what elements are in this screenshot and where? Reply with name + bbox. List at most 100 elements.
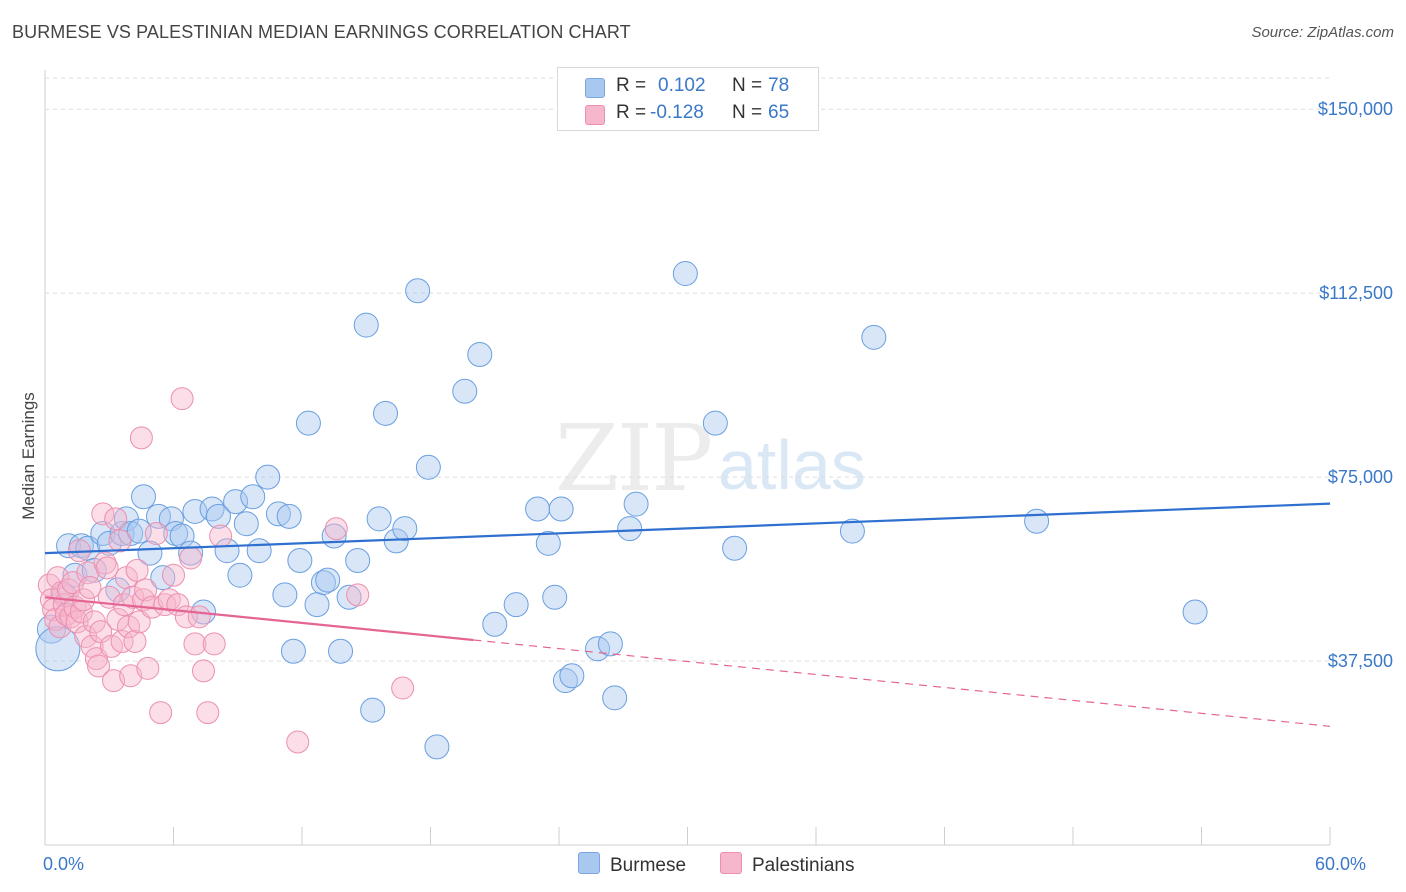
palestinian-point bbox=[196, 701, 220, 725]
palestinian-point bbox=[95, 556, 119, 580]
burmese-point bbox=[255, 464, 281, 490]
palestinian-point bbox=[125, 558, 149, 582]
legend-n-label: N = bbox=[732, 75, 763, 96]
palestinian-point bbox=[202, 632, 226, 656]
series-legend-burmese[interactable]: Burmese bbox=[578, 852, 686, 877]
burmese-point bbox=[366, 506, 392, 532]
palestinian-trend-line bbox=[44, 596, 474, 642]
tick-labels: $37,500 $75,000 $112,500 $150,000 0.0% 60.0% bbox=[43, 99, 1393, 874]
burmese-point bbox=[315, 567, 341, 593]
legend-r-label: R = bbox=[616, 102, 647, 123]
burmese-point bbox=[272, 582, 298, 608]
burmese-point bbox=[617, 516, 643, 542]
burmese-point bbox=[548, 496, 574, 522]
burmese-point bbox=[280, 638, 306, 664]
y-tick-label: $75,000 bbox=[1328, 467, 1393, 487]
data-points bbox=[35, 261, 1208, 760]
palestinian-point bbox=[162, 563, 185, 587]
burmese-point bbox=[35, 626, 81, 672]
palestinian-point bbox=[324, 517, 348, 541]
burmese-point bbox=[227, 562, 253, 588]
palestinian-point bbox=[286, 730, 310, 754]
legend-swatch-burmese bbox=[585, 78, 605, 98]
palestinian-point bbox=[108, 529, 132, 553]
burmese-point bbox=[345, 548, 371, 574]
burmese-point bbox=[373, 400, 399, 426]
burmese-point bbox=[304, 592, 330, 618]
burmese-point bbox=[415, 454, 441, 480]
palestinian-point bbox=[127, 610, 151, 634]
palestinian-point bbox=[84, 647, 108, 671]
y-tick-label: $37,500 bbox=[1328, 651, 1393, 671]
burmese-point bbox=[452, 378, 478, 404]
legend-n-value: 65 bbox=[768, 102, 790, 123]
legend-r-value: -0.128 bbox=[650, 102, 704, 123]
burmese-point bbox=[722, 535, 748, 561]
trend-lines bbox=[44, 502, 1331, 727]
watermark-zip: ZIP bbox=[555, 405, 713, 512]
burmese-point bbox=[672, 261, 698, 287]
burmese-point bbox=[287, 548, 313, 574]
burmese-point bbox=[602, 685, 628, 711]
axes bbox=[44, 70, 1331, 846]
burmese-point bbox=[392, 516, 418, 542]
x-tick-label: 60.0% bbox=[1315, 854, 1366, 874]
series-legend-palestinians[interactable]: Palestinians bbox=[720, 852, 854, 877]
legend-row-burmese: R = 0.102 N = 78 bbox=[558, 75, 818, 99]
series-label-palestinians: Palestinians bbox=[752, 855, 855, 876]
correlation-legend: R = 0.102 N = 78 R = -0.128 N = 65 bbox=[557, 67, 819, 131]
palestinian-point bbox=[117, 615, 141, 639]
burmese-point bbox=[336, 584, 362, 610]
palestinian-point bbox=[136, 656, 160, 680]
palestinian-point bbox=[78, 575, 102, 599]
palestinian-point bbox=[149, 701, 173, 725]
palestinian-point bbox=[129, 426, 153, 450]
burmese-point bbox=[240, 484, 266, 510]
burmese-point bbox=[205, 503, 231, 529]
burmese-trend-line bbox=[44, 502, 1331, 555]
palestinian-point bbox=[102, 669, 126, 693]
burmese-point bbox=[585, 636, 611, 662]
chart-source: Source: ZipAtlas.com bbox=[1251, 24, 1394, 41]
burmese-point bbox=[233, 511, 259, 537]
burmese-point bbox=[246, 538, 272, 564]
burmese-point bbox=[542, 584, 568, 610]
burmese-point bbox=[146, 503, 172, 529]
burmese-point bbox=[861, 324, 887, 350]
burmese-point bbox=[597, 631, 623, 657]
burmese-point bbox=[467, 341, 493, 367]
burmese-point bbox=[424, 734, 450, 760]
burmese-point bbox=[137, 540, 163, 566]
palestinian-point bbox=[183, 632, 207, 656]
palestinian-point bbox=[104, 507, 128, 531]
x-tick-label: 0.0% bbox=[43, 854, 84, 874]
burmese-point bbox=[118, 521, 144, 547]
burmese-point bbox=[131, 484, 157, 510]
burmese-point bbox=[405, 278, 431, 304]
burmese-point bbox=[360, 697, 386, 723]
burmese-point bbox=[839, 518, 865, 544]
series-swatch-burmese bbox=[578, 852, 600, 874]
legend-r-value: 0.102 bbox=[658, 75, 706, 96]
palestinian-point bbox=[191, 659, 215, 683]
burmese-point bbox=[265, 501, 291, 527]
palestinian-point bbox=[187, 605, 211, 629]
palestinian-point bbox=[123, 629, 147, 653]
burmese-point bbox=[276, 503, 302, 529]
burmese-point bbox=[163, 521, 189, 547]
y-tick-label: $112,500 bbox=[1319, 283, 1393, 303]
y-axis-label: Median Earnings bbox=[19, 392, 38, 520]
burmese-point bbox=[623, 491, 649, 517]
burmese-point bbox=[559, 663, 585, 689]
burmese-point bbox=[702, 410, 728, 436]
palestinian-point bbox=[179, 546, 203, 570]
burmese-point bbox=[482, 611, 508, 637]
legend-swatch-palestinians bbox=[585, 105, 605, 125]
chart-title: BURMESE VS PALESTINIAN MEDIAN EARNINGS C… bbox=[12, 22, 631, 42]
series-label-burmese: Burmese bbox=[610, 855, 687, 876]
palestinian-point bbox=[346, 583, 370, 607]
burmese-point bbox=[295, 410, 321, 436]
burmese-point bbox=[353, 312, 379, 338]
series-swatch-palestinians bbox=[720, 852, 742, 874]
